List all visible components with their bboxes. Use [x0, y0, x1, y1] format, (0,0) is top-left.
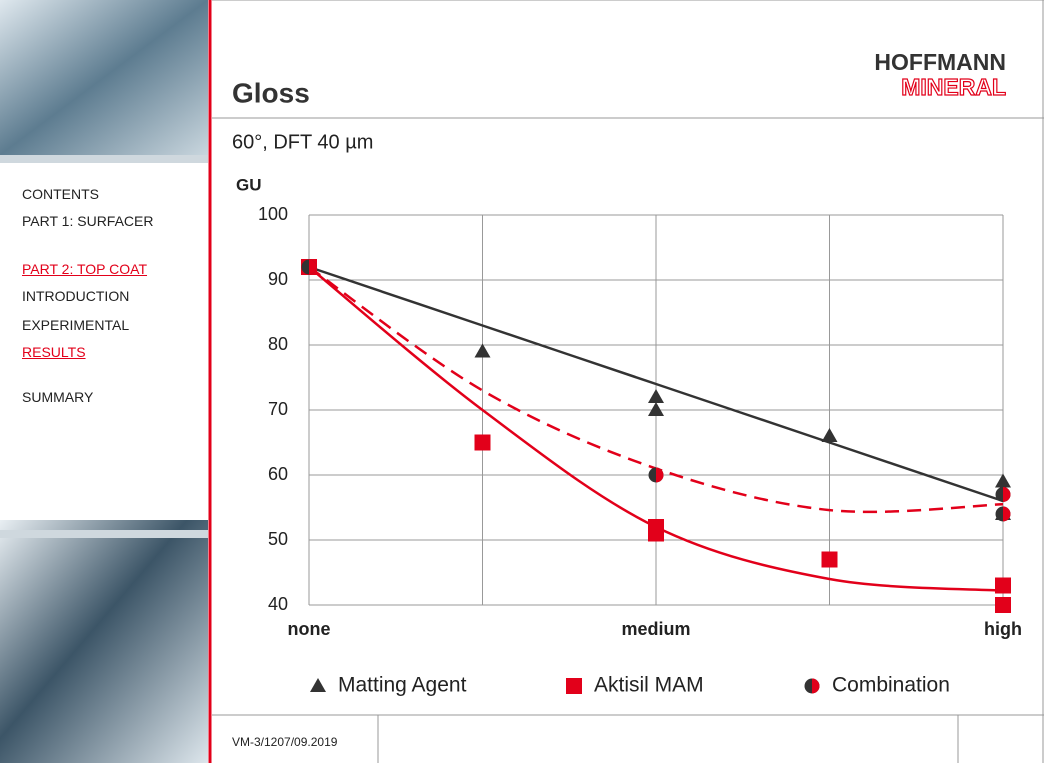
logo-top: HOFFMANN — [874, 49, 1006, 75]
y-tick-label: 80 — [268, 334, 288, 354]
square-marker — [475, 435, 491, 451]
circle-marker — [649, 468, 664, 483]
y-tick-label: 50 — [268, 529, 288, 549]
triangle-marker — [648, 402, 664, 416]
square-marker — [822, 552, 838, 568]
nav-item[interactable]: PART 1: SURFACER — [22, 213, 153, 229]
legend-label: Aktisil MAM — [594, 674, 704, 697]
chart-subtitle: 60°, DFT 40 µm — [232, 131, 373, 153]
y-tick-label: 60 — [268, 464, 288, 484]
y-tick-label: 100 — [258, 204, 288, 224]
legend-label: Matting Agent — [338, 674, 467, 697]
sidebar-image — [0, 520, 208, 763]
nav-item[interactable]: SUMMARY — [22, 389, 93, 405]
legend-marker — [812, 679, 820, 694]
square-marker — [995, 578, 1011, 594]
x-tick-label: none — [288, 619, 331, 639]
circle-half — [1003, 487, 1011, 502]
legend-label: Combination — [832, 674, 950, 697]
chart: Gloss HOFFMANN MINERAL 60°, DFT 40 µm GU… — [0, 0, 1044, 763]
x-tick-label: high — [984, 619, 1022, 639]
slide: Gloss HOFFMANN MINERAL 60°, DFT 40 µm GU… — [0, 0, 1044, 763]
y-axis-label: GU — [236, 175, 262, 194]
square-marker — [648, 526, 664, 542]
circle-marker — [996, 507, 1011, 522]
triangle-marker — [648, 389, 664, 403]
y-tick-label: 40 — [268, 594, 288, 614]
triangle-marker — [475, 344, 491, 358]
triangle-marker — [822, 428, 838, 442]
nav-item[interactable]: EXPERIMENTAL — [22, 317, 129, 333]
sidebar-stripe — [0, 530, 208, 538]
y-tick-label: 90 — [268, 269, 288, 289]
footer-code: VM-3/1207/09.2019 — [232, 735, 338, 749]
sidebar-image — [0, 0, 208, 155]
y-tick-label: 70 — [268, 399, 288, 419]
nav-item[interactable]: CONTENTS — [22, 186, 99, 202]
nav-item[interactable]: INTRODUCTION — [22, 288, 129, 304]
circle-marker — [302, 260, 317, 275]
legend-marker — [310, 678, 326, 692]
nav-item[interactable]: PART 2: TOP COAT — [22, 261, 147, 277]
circle-marker — [996, 487, 1011, 502]
slide-title: Gloss — [232, 77, 310, 108]
legend-marker — [566, 678, 582, 694]
x-tick-label: medium — [621, 619, 690, 639]
nav-item[interactable]: RESULTS — [22, 344, 86, 360]
triangle-marker — [995, 474, 1011, 488]
square-marker — [995, 597, 1011, 613]
sidebar-stripe — [0, 155, 208, 163]
logo-bottom: MINERAL — [901, 74, 1006, 100]
